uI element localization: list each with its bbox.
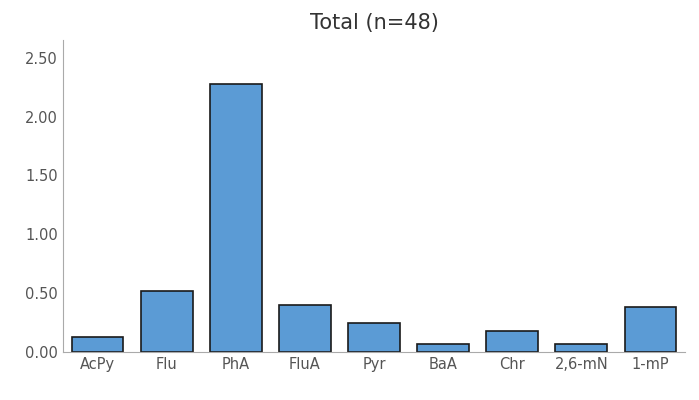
Bar: [417, 344, 469, 352]
Bar: [279, 305, 331, 352]
Bar: [140, 291, 192, 352]
Bar: [624, 307, 677, 352]
Bar: [71, 337, 124, 352]
Bar: [487, 331, 538, 352]
Bar: [348, 322, 400, 352]
Bar: [210, 84, 261, 352]
Bar: [556, 344, 607, 352]
Title: Total (n=48): Total (n=48): [310, 13, 438, 33]
